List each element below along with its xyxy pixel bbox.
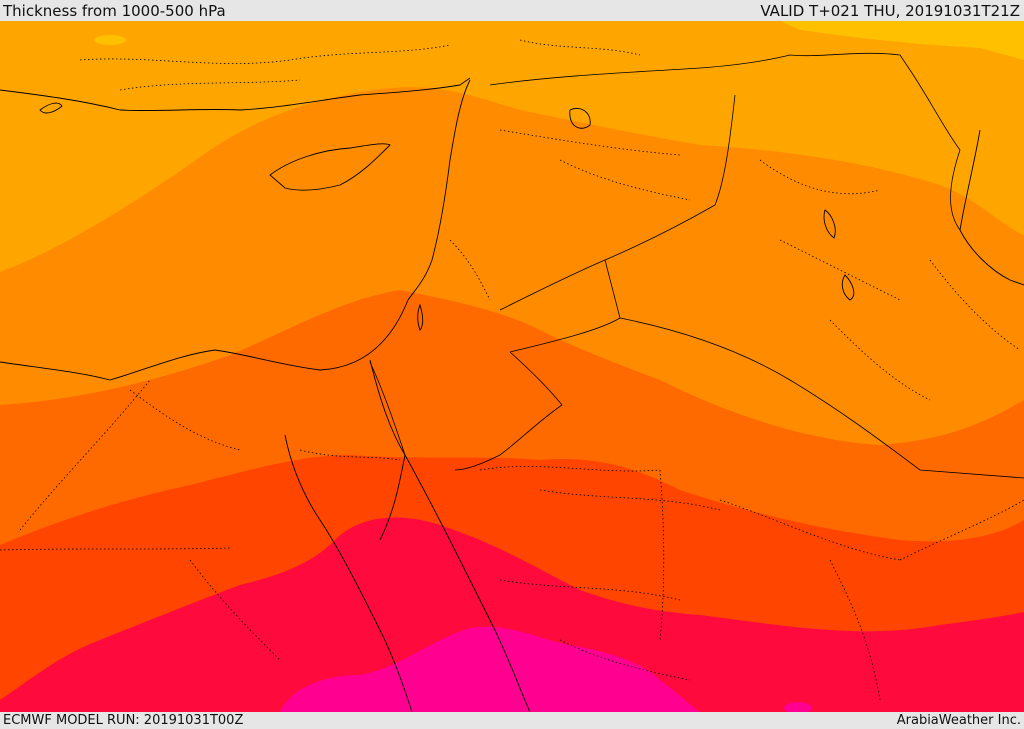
- dotted-iran-1: [929, 259, 1021, 351]
- dotted-syria-1: [499, 129, 681, 156]
- lake-van: [569, 107, 591, 129]
- band-hottest: [280, 626, 700, 712]
- border-jordan-syria: [499, 259, 606, 311]
- valid-time: VALID T+021 THU, 20191031T21Z: [760, 1, 1020, 20]
- dotted-saudi-4: [659, 469, 665, 641]
- island-rhodes: [39, 102, 63, 114]
- coastline-redsea-east: [404, 454, 531, 712]
- border-iraq-iran: [909, 69, 961, 231]
- model-run: ECMWF MODEL RUN: 20191031T00Z: [3, 713, 244, 728]
- footer-bar: ECMWF MODEL RUN: 20191031T00Z ArabiaWeat…: [0, 712, 1024, 729]
- dotted-saudi-8: [899, 499, 1024, 561]
- border-jordan-saudi-south: [454, 351, 563, 471]
- dead-sea: [417, 303, 424, 331]
- band-hot: [0, 517, 1024, 712]
- dotted-saudi-6: [829, 559, 881, 701]
- coastline-egypt: [0, 299, 409, 381]
- border-syria-iraq: [714, 94, 736, 206]
- yellow-spot-1: [979, 31, 1007, 45]
- hottest-spot: [784, 702, 812, 712]
- lake-iraq-1: [823, 209, 836, 239]
- border-egypt-israel: [369, 361, 406, 456]
- border-saudi-iraq: [619, 317, 1024, 479]
- dotted-sinai-1: [299, 449, 401, 461]
- dotted-iraq-1: [759, 159, 881, 195]
- border-saudi-jordan: [509, 317, 621, 353]
- map-title: Thickness from 1000-500 hPa: [3, 1, 226, 20]
- dotted-egypt-4: [189, 559, 281, 661]
- yellow-spot-2: [94, 35, 126, 45]
- credit: ArabiaWeather Inc.: [896, 713, 1021, 728]
- lake-iraq-2: [841, 274, 855, 301]
- thickness-map[interactable]: [0, 21, 1024, 712]
- dotted-saudi-5: [719, 499, 901, 561]
- header-bar: Thickness from 1000-500 hPa VALID T+021 …: [0, 0, 1024, 21]
- coastline-redsea-west: [284, 434, 413, 712]
- coastline-cyprus: [269, 143, 391, 191]
- coastline-levant: [407, 79, 471, 301]
- border-jordan-iraq: [604, 204, 716, 319]
- band-yellow-patch: [780, 21, 1024, 60]
- dotted-turkey-1: [79, 44, 451, 64]
- coastline-turkey: [0, 77, 471, 112]
- dotted-turkey-3: [519, 39, 641, 56]
- dotted-egypt-3: [129, 389, 241, 451]
- border-turkey-syria: [489, 52, 911, 86]
